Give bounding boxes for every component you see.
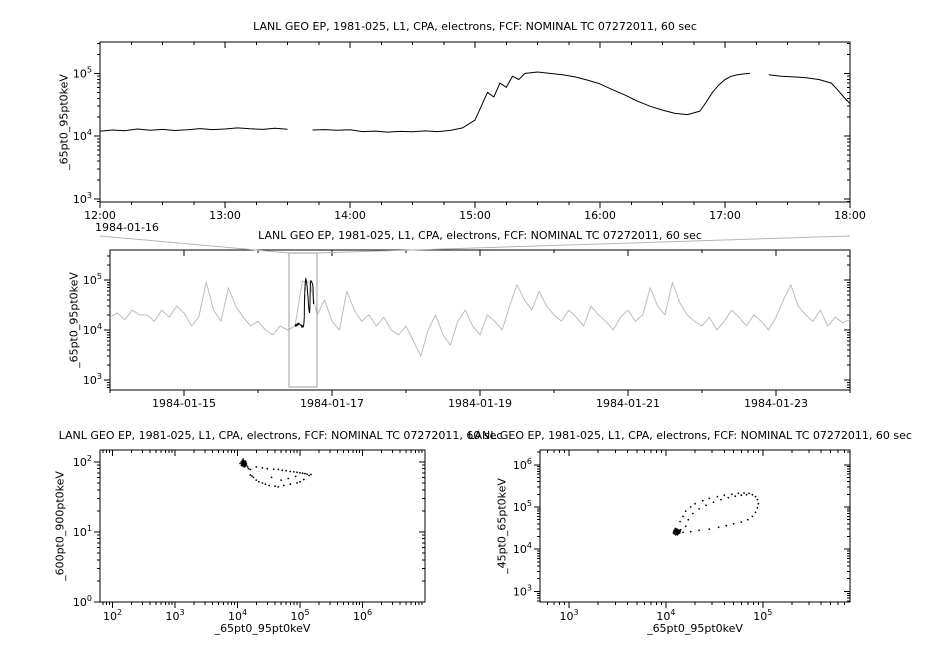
svg-text:12:00: 12:00 xyxy=(84,209,116,222)
panel-scatter-left-xlabel: _65pt0_95pt0keV xyxy=(214,622,311,635)
svg-text:104: 104 xyxy=(73,128,92,143)
panel-overview-timeseries: 103 104 105 1984-01-15 1984-01-17 1984-01-19 1… xyxy=(83,249,851,410)
axes-zoom-timeseries xyxy=(94,41,851,208)
scatter-points-scatter-45-65 xyxy=(672,492,760,536)
panel-scatter-45-65: 103 104 105 106 103 104 105 xyxy=(513,449,851,623)
tick-labels-scatter-45-65: 103 104 105 106 103 104 105 xyxy=(513,457,772,623)
panel-scatter-left-ylabel: _600pt0_900pt0keV xyxy=(53,471,67,581)
axes-scatter-45-65 xyxy=(534,449,851,608)
series-line-zoom-timeseries xyxy=(99,71,851,133)
svg-text:102: 102 xyxy=(103,608,122,623)
zoom-selection-box[interactable] xyxy=(288,252,318,388)
svg-text:16:00: 16:00 xyxy=(584,209,616,222)
svg-text:106: 106 xyxy=(353,608,372,623)
svg-text:105: 105 xyxy=(513,499,532,514)
axes-scatter-600-900 xyxy=(94,449,426,608)
panel-scatter-left-title: LANL GEO EP, 1981-025, L1, CPA, electron… xyxy=(58,429,503,442)
tick-labels-overview-timeseries: 103 104 105 1984-01-15 1984-01-17 1984-01-19 1… xyxy=(83,272,808,410)
svg-text:101: 101 xyxy=(73,524,92,539)
panel-zoom-ylabel: _65pt0_95pt0keV xyxy=(57,74,71,170)
zoom-connector-lines xyxy=(99,235,851,254)
svg-text:106: 106 xyxy=(513,457,532,472)
tick-labels-zoom-timeseries: 103 104 105 12:00 13:00 14:00 15:00 16:00 17:00 1… xyxy=(73,65,866,222)
panel-scatter-right-title: LANL GEO EP, 1981-025, L1, CPA, electron… xyxy=(468,429,912,442)
svg-text:13:00: 13:00 xyxy=(209,209,241,222)
series-line-overview-timeseries xyxy=(109,280,851,357)
svg-text:104: 104 xyxy=(228,608,247,623)
svg-text:18:00: 18:00 xyxy=(834,209,866,222)
svg-text:103: 103 xyxy=(73,191,92,206)
svg-text:102: 102 xyxy=(73,454,92,469)
svg-text:103: 103 xyxy=(165,608,184,623)
svg-text:103: 103 xyxy=(560,608,579,623)
svg-text:1984-01-17: 1984-01-17 xyxy=(300,397,364,410)
axes-overview-timeseries xyxy=(104,249,851,396)
svg-text:104: 104 xyxy=(656,608,675,623)
svg-text:1984-01-19: 1984-01-19 xyxy=(448,397,512,410)
svg-text:104: 104 xyxy=(83,322,102,337)
scatter-points-scatter-600-900 xyxy=(239,458,312,488)
panel-scatter-right-ylabel: _45pt0_65pt0keV xyxy=(495,478,509,574)
panel-scatter-right-xlabel: _65pt0_95pt0keV xyxy=(647,622,743,635)
svg-text:100: 100 xyxy=(73,594,92,609)
svg-text:105: 105 xyxy=(753,608,772,623)
svg-text:103: 103 xyxy=(513,583,532,598)
panel-overview-title: LANL GEO EP, 1981-025, L1, CPA, electron… xyxy=(258,229,702,242)
svg-text:1984-01-23: 1984-01-23 xyxy=(744,397,808,410)
svg-text:15:00: 15:00 xyxy=(459,209,491,222)
svg-text:1984-01-15: 1984-01-15 xyxy=(152,397,216,410)
svg-text:105: 105 xyxy=(83,272,102,287)
panel-zoom-timeseries: 103 104 105 12:00 13:00 14:00 15:00 16:00 17:00 1… xyxy=(73,41,866,222)
highlight-segment xyxy=(294,276,314,329)
svg-text:105: 105 xyxy=(290,608,309,623)
svg-text:17:00: 17:00 xyxy=(709,209,741,222)
svg-text:1984-01-21: 1984-01-21 xyxy=(596,397,660,410)
panel-zoom-title: LANL GEO EP, 1981-025, L1, CPA, electron… xyxy=(253,20,697,33)
svg-text:104: 104 xyxy=(513,541,532,556)
tick-labels-scatter-600-900: 100 101 102 102 103 104 105 106 xyxy=(73,454,372,623)
svg-text:14:00: 14:00 xyxy=(334,209,366,222)
svg-text:103: 103 xyxy=(83,372,102,387)
svg-text:105: 105 xyxy=(73,65,92,80)
panel-overview-ylabel: _65pt0_95pt0keV xyxy=(67,272,81,368)
panel-scatter-600-900: 100 101 102 102 103 104 105 106 xyxy=(73,449,426,623)
x-axis-date-label: 1984-01-16 xyxy=(95,221,159,234)
